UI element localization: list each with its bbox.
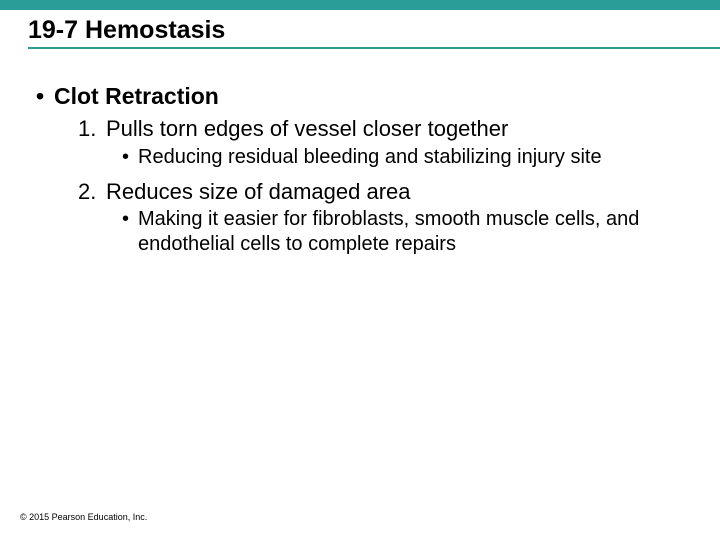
list-number: 2.: [78, 178, 106, 206]
list-text: Reduces size of damaged area: [106, 178, 411, 206]
bullet-icon: •: [122, 145, 138, 170]
title-underline: [28, 47, 720, 49]
list-item: 1. Pulls torn edges of vessel closer tog…: [78, 115, 680, 143]
bullet-icon: •: [122, 207, 138, 232]
heading-row: • Clot Retraction: [36, 83, 680, 109]
list-item: 2. Reduces size of damaged area: [78, 178, 680, 206]
copyright-text: © 2015 Pearson Education, Inc.: [20, 512, 147, 522]
sub-list-item: • Making it easier for fibroblasts, smoo…: [122, 207, 680, 257]
slide-title: 19-7 Hemostasis: [28, 16, 720, 45]
top-accent-bar: [0, 0, 720, 10]
sub-list-item: • Reducing residual bleeding and stabili…: [122, 145, 680, 170]
slide: 19-7 Hemostasis • Clot Retraction 1. Pul…: [0, 0, 720, 540]
heading-text: Clot Retraction: [54, 83, 219, 109]
sub-list-text: Making it easier for fibroblasts, smooth…: [138, 207, 680, 257]
list-text: Pulls torn edges of vessel closer togeth…: [106, 115, 508, 143]
slide-body: • Clot Retraction 1. Pulls torn edges of…: [0, 53, 720, 257]
title-region: 19-7 Hemostasis: [0, 10, 720, 53]
bullet-icon: •: [36, 83, 54, 109]
list-number: 1.: [78, 115, 106, 143]
sub-list-text: Reducing residual bleeding and stabilizi…: [138, 145, 602, 170]
